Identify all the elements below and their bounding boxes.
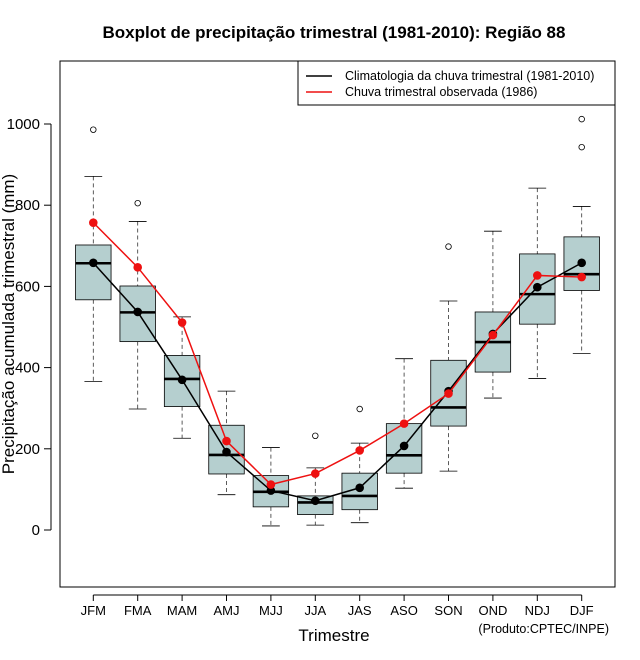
x-tick-label-jfm: JFM — [81, 603, 106, 618]
box-djf — [563, 115, 600, 354]
x-tick-label-mam: MAM — [167, 603, 197, 618]
outlier-djf-0 — [578, 143, 585, 151]
legend-label-observed: Chuva trimestral observada (1986) — [345, 85, 537, 99]
point-climatology-mam — [177, 375, 187, 385]
series-line-observed — [92, 222, 582, 486]
point-climatology-djf — [577, 258, 587, 268]
point-observed-fma — [133, 263, 142, 272]
x-tick-label-mjj: MJJ — [259, 603, 283, 618]
chart-title: Boxplot de precipitação trimestral (1981… — [103, 23, 566, 42]
legend-label-climatology: Climatologia da chuva trimestral (1981-2… — [345, 69, 594, 83]
point-observed-jfm — [89, 218, 98, 227]
box-jas — [341, 405, 378, 524]
series-climatology — [89, 258, 587, 506]
outlier-jas-0 — [356, 405, 363, 413]
y-tick-label-800: 800 — [15, 197, 40, 214]
outlier-son-0 — [445, 243, 452, 250]
point-climatology-jfm — [89, 258, 98, 268]
x-tick-label-ond: OND — [478, 603, 507, 618]
box-iqr-jja — [297, 495, 334, 515]
point-observed-ond — [488, 330, 498, 340]
box-iqr-jfm — [75, 244, 112, 301]
point-observed-djf — [577, 272, 587, 282]
point-observed-jas — [355, 446, 365, 455]
y-axis-label: Precipitação acumulada trimestral (mm) — [0, 174, 18, 474]
point-climatology-jja — [311, 496, 320, 506]
y-tick-label-400: 400 — [15, 360, 40, 377]
boxplots — [75, 115, 600, 527]
outlier-jfm-0 — [90, 126, 97, 133]
x-tick-label-djf: DJF — [570, 603, 594, 618]
x-tick-label-aso: ASO — [390, 603, 417, 618]
y-tick-label-600: 600 — [15, 278, 40, 295]
x-tick-label-son: SON — [434, 603, 462, 618]
point-climatology-fma — [133, 307, 142, 317]
point-observed-mam — [177, 318, 187, 327]
outlier-djf-1 — [578, 115, 585, 123]
point-observed-jja — [311, 469, 320, 478]
point-climatology-amj — [222, 447, 231, 457]
point-observed-mjj — [266, 480, 276, 489]
point-climatology-ndj — [533, 282, 542, 292]
series-lines — [89, 218, 587, 506]
legend-box — [297, 60, 616, 106]
x-axis-label: Trimestre — [298, 626, 369, 645]
point-observed-aso — [399, 419, 409, 428]
x-axis: JFM FMA MAM AMJ MJJ JJA JAS ASO SON OND NDJ DJF — [81, 594, 594, 618]
credit-text: (Produto:CPTEC/INPE) — [478, 622, 609, 636]
outlier-jja-0 — [312, 432, 319, 440]
point-climatology-jas — [355, 483, 365, 493]
x-tick-label-ndj: NDJ — [525, 603, 550, 618]
legend: Climatologia da chuva trimestral (1981-2… — [297, 60, 616, 106]
box-fma — [119, 199, 156, 410]
point-climatology-aso — [399, 441, 409, 451]
point-observed-son — [444, 389, 453, 398]
x-tick-label-fma: FMA — [124, 603, 152, 618]
x-tick-label-jas: JAS — [348, 603, 372, 618]
outlier-fma-0 — [134, 199, 141, 207]
box-son — [430, 243, 467, 472]
y-tick-label-200: 200 — [15, 441, 40, 458]
x-tick-label-amj: AMJ — [214, 603, 240, 618]
box-jfm — [75, 126, 112, 382]
y-axis: 0 200 400 600 800 1000 — [7, 116, 52, 539]
point-observed-amj — [222, 436, 231, 446]
x-tick-label-jja: JJA — [304, 603, 326, 618]
y-tick-label-0: 0 — [32, 522, 40, 539]
y-tick-label-1000: 1000 — [7, 116, 40, 133]
series-observed — [89, 218, 587, 489]
box-jja — [297, 432, 334, 526]
box-ond — [474, 230, 512, 399]
point-observed-ndj — [533, 271, 542, 280]
